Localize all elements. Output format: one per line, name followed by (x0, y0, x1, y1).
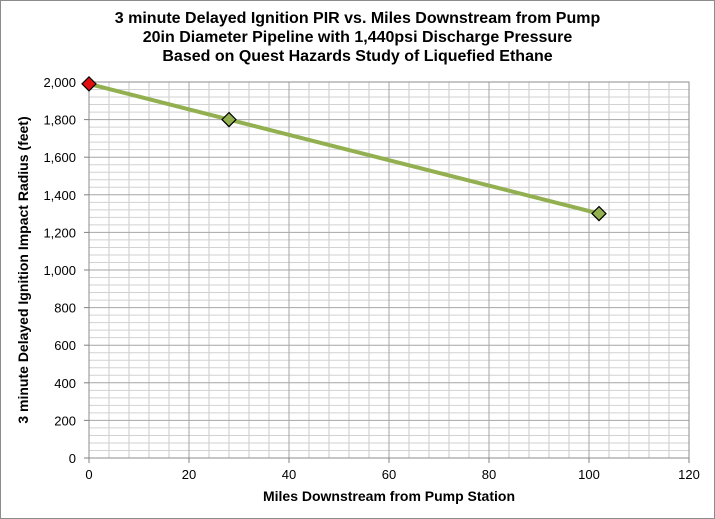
x-tick-label: 60 (382, 467, 396, 482)
chart-title-line-3: Based on Quest Hazards Study of Liquefie… (162, 48, 553, 65)
tick-label-layer: 0 20 40 60 80 100 120 0 200 400 600 800 1,000 1,200 1,… (43, 75, 699, 482)
y-tick-label: 400 (54, 376, 76, 391)
x-tick-label: 40 (282, 467, 296, 482)
y-tick-label: 2,000 (43, 75, 76, 90)
y-tick-label: 0 (69, 451, 76, 466)
series-layer (81, 76, 607, 222)
y-axis-title: 3 minute Delayed Ignition Impact Radius … (15, 116, 31, 423)
y-tick-label: 1,400 (43, 188, 76, 203)
data-point-diamond (81, 76, 97, 92)
grid-layer (89, 82, 689, 458)
x-axis-title: Miles Downstream from Pump Station (263, 488, 515, 504)
y-tick-label: 1,600 (43, 150, 76, 165)
y-tick-label: 800 (54, 301, 76, 316)
y-tick-label: 600 (54, 338, 76, 353)
x-tick-label: 120 (678, 467, 700, 482)
x-tick-label: 80 (482, 467, 496, 482)
y-tick-label: 1,200 (43, 225, 76, 240)
y-tick-label: 200 (54, 413, 76, 428)
chart-title: 3 minute Delayed Ignition PIR vs. Miles … (1, 9, 714, 66)
x-tick-label: 20 (182, 467, 196, 482)
x-tick-label: 100 (578, 467, 600, 482)
x-tick-label: 0 (85, 467, 92, 482)
data-point-diamond (591, 205, 607, 222)
y-tick-label: 1,800 (43, 113, 76, 128)
chart-title-line-1: 3 minute Delayed Ignition PIR vs. Miles … (114, 10, 601, 27)
y-tick-label: 1,000 (43, 263, 76, 278)
chart-title-line-2: 20in Diameter Pipeline with 1,440psi Dis… (142, 29, 573, 46)
data-point-diamond (221, 111, 237, 128)
